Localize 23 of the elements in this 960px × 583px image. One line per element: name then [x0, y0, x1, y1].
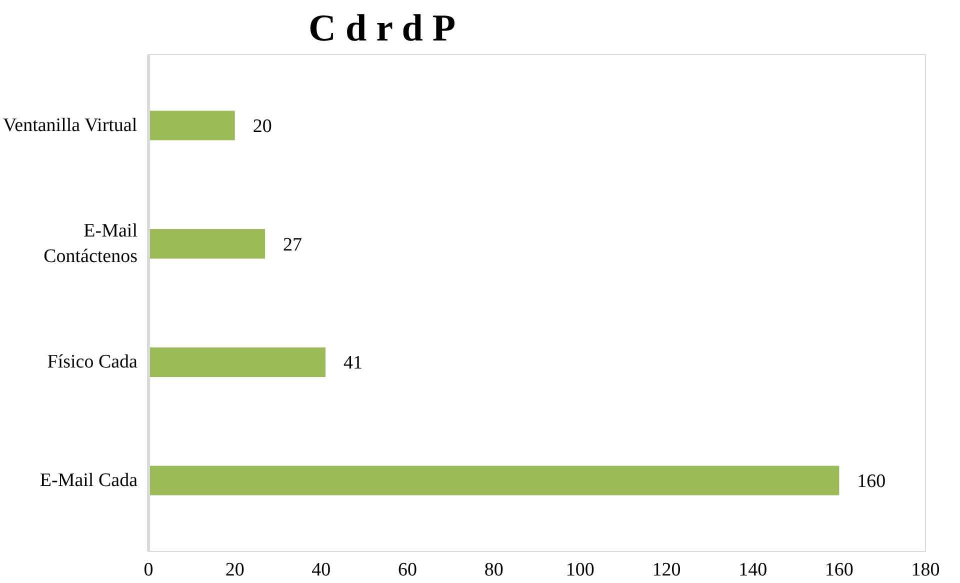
x-tick-label: 160: [824, 560, 854, 580]
x-tick-label: 120: [652, 560, 681, 580]
data-label: 27: [283, 234, 302, 256]
data-label: 20: [252, 116, 272, 137]
data-label: 160: [857, 471, 886, 492]
x-tick-label: 140: [738, 560, 768, 580]
x-tick-label: 60: [398, 560, 417, 580]
bar: [148, 229, 266, 259]
x-tick-label: 20: [225, 560, 244, 580]
x-tick-label: 0: [144, 560, 154, 580]
y-tick-label: Ventanilla Virtual: [3, 115, 138, 136]
bar: [148, 466, 840, 496]
x-tick-label: 100: [566, 560, 594, 580]
y-tick-label: E-Mail Contáctenos: [44, 220, 138, 267]
x-tick-label: 80: [484, 560, 504, 580]
y-tick-label: E-Mail Cada: [40, 470, 138, 491]
chart-title: C d r d P: [308, 8, 456, 50]
y-tick-label: Físico Cada: [47, 352, 138, 373]
x-tick-label: 180: [911, 560, 940, 580]
data-label: 41: [343, 352, 362, 374]
bar: [148, 347, 326, 377]
x-tick-label: 40: [312, 560, 331, 580]
bar: [148, 110, 235, 140]
